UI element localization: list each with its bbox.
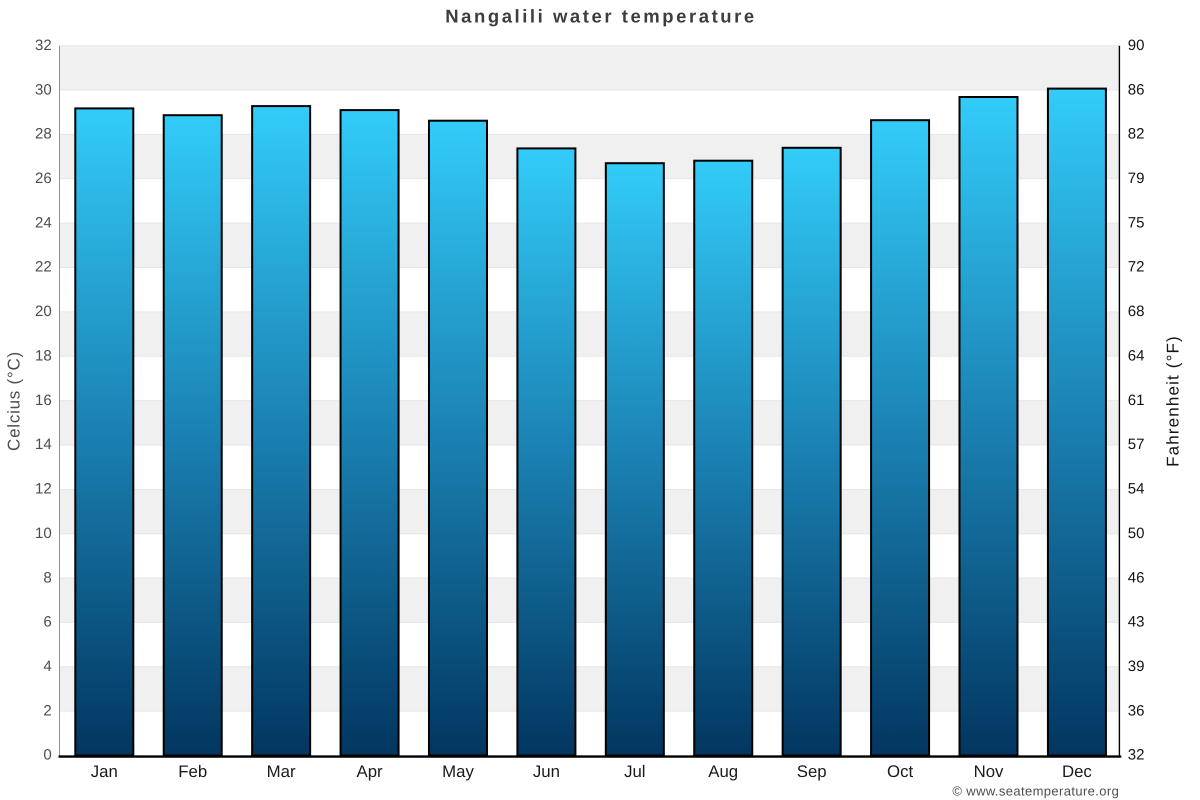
svg-text:10: 10 bbox=[35, 525, 52, 542]
svg-text:86: 86 bbox=[1128, 81, 1145, 98]
svg-text:Nangalili water temperature: Nangalili water temperature bbox=[445, 6, 756, 27]
svg-text:22: 22 bbox=[35, 259, 52, 276]
svg-text:May: May bbox=[442, 762, 474, 781]
svg-text:12: 12 bbox=[35, 481, 52, 498]
svg-text:75: 75 bbox=[1128, 214, 1145, 231]
svg-text:Celcius (°C): Celcius (°C) bbox=[5, 351, 24, 451]
svg-text:79: 79 bbox=[1128, 170, 1145, 187]
svg-text:Feb: Feb bbox=[178, 762, 207, 781]
svg-text:Jul: Jul bbox=[624, 762, 645, 781]
svg-text:72: 72 bbox=[1128, 259, 1145, 276]
svg-text:4: 4 bbox=[43, 658, 51, 675]
svg-text:Jun: Jun bbox=[533, 762, 560, 781]
svg-text:30: 30 bbox=[35, 81, 52, 98]
svg-text:Fahrenheit (°F): Fahrenheit (°F) bbox=[1164, 335, 1183, 467]
svg-text:6: 6 bbox=[43, 614, 51, 631]
svg-text:16: 16 bbox=[35, 392, 52, 409]
svg-text:46: 46 bbox=[1128, 569, 1145, 586]
svg-text:Oct: Oct bbox=[887, 762, 913, 781]
svg-text:28: 28 bbox=[35, 126, 52, 143]
svg-text:54: 54 bbox=[1128, 481, 1145, 498]
svg-text:68: 68 bbox=[1128, 303, 1145, 320]
svg-text:64: 64 bbox=[1128, 347, 1145, 364]
svg-text:© www.seatemperature.org: © www.seatemperature.org bbox=[952, 784, 1119, 799]
svg-text:43: 43 bbox=[1128, 614, 1145, 631]
svg-text:18: 18 bbox=[35, 347, 52, 364]
svg-text:26: 26 bbox=[35, 170, 52, 187]
svg-text:0: 0 bbox=[43, 747, 51, 764]
svg-text:2: 2 bbox=[43, 702, 51, 719]
svg-text:Dec: Dec bbox=[1062, 762, 1092, 781]
svg-text:Nov: Nov bbox=[974, 762, 1004, 781]
svg-text:14: 14 bbox=[35, 436, 52, 453]
svg-text:39: 39 bbox=[1128, 658, 1145, 675]
svg-text:Mar: Mar bbox=[267, 762, 296, 781]
svg-text:82: 82 bbox=[1128, 126, 1145, 143]
svg-text:24: 24 bbox=[35, 214, 52, 231]
svg-text:32: 32 bbox=[35, 37, 52, 54]
svg-text:57: 57 bbox=[1128, 436, 1145, 453]
svg-text:20: 20 bbox=[35, 303, 52, 320]
svg-text:Sep: Sep bbox=[797, 762, 827, 781]
svg-text:90: 90 bbox=[1128, 37, 1145, 54]
svg-text:50: 50 bbox=[1128, 525, 1145, 542]
svg-text:36: 36 bbox=[1128, 702, 1145, 719]
svg-text:Aug: Aug bbox=[708, 762, 738, 781]
svg-text:32: 32 bbox=[1128, 747, 1145, 764]
svg-text:Apr: Apr bbox=[357, 762, 384, 781]
svg-text:8: 8 bbox=[43, 569, 51, 586]
svg-text:61: 61 bbox=[1128, 392, 1145, 409]
svg-text:Jan: Jan bbox=[91, 762, 118, 781]
